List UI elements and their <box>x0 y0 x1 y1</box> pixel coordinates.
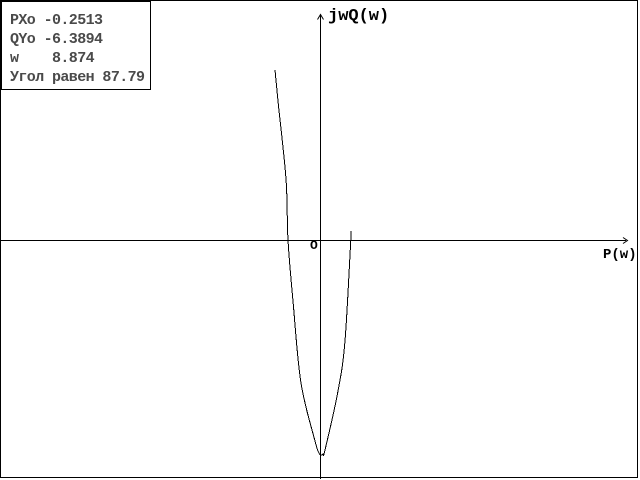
svg-text:O: O <box>310 238 318 253</box>
svg-text:jwQ(w): jwQ(w) <box>328 7 389 26</box>
svg-text:P(w): P(w) <box>603 247 637 263</box>
